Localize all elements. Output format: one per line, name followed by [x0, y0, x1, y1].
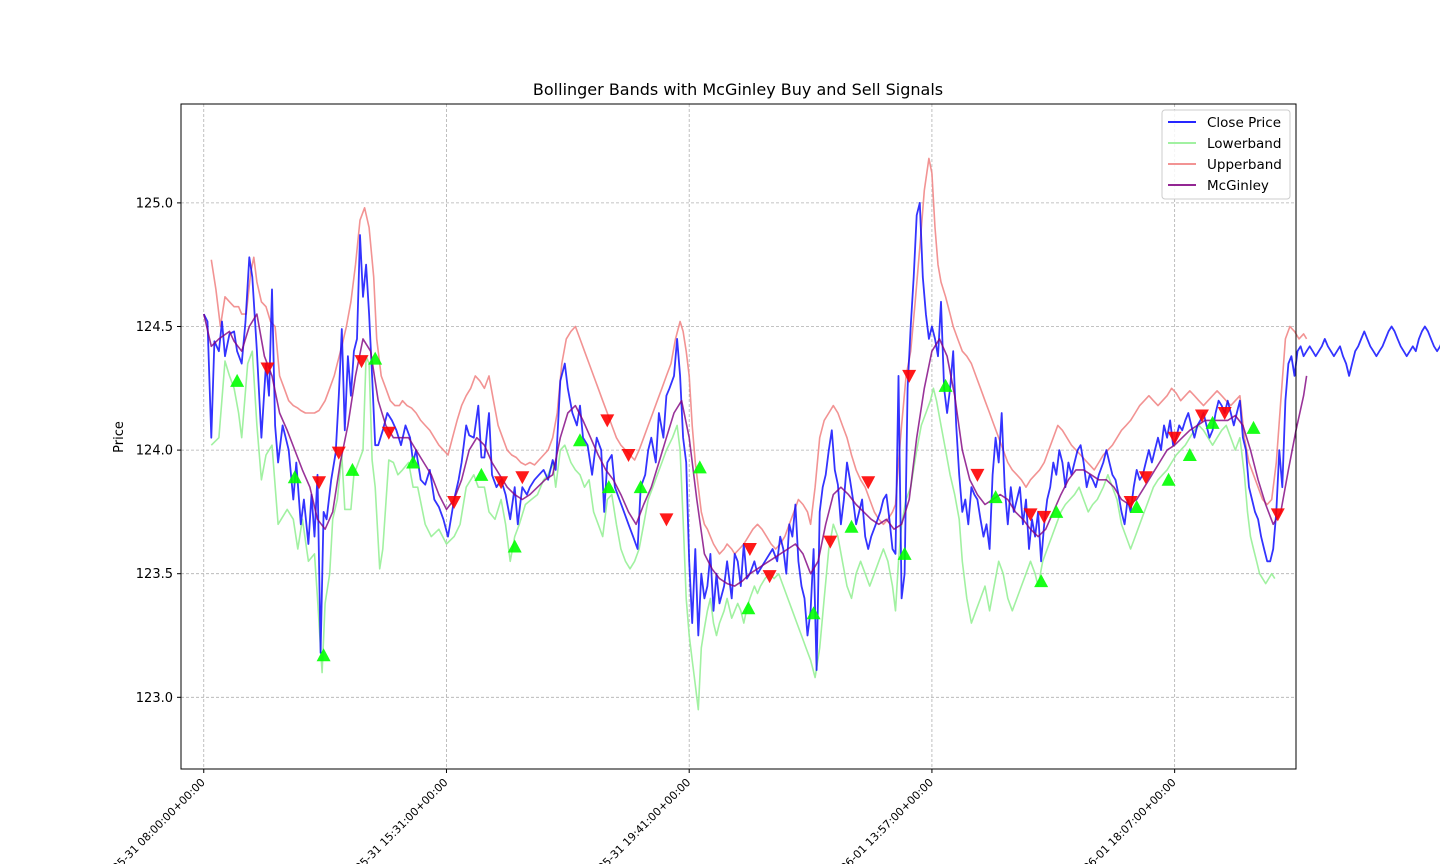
sell-signal-marker [621, 449, 636, 463]
buy-signal-marker [806, 606, 821, 620]
buy-signal-marker [844, 519, 859, 533]
sell-signal-marker [331, 446, 346, 460]
signals-layer [230, 351, 1285, 662]
sell-signal-marker [970, 468, 985, 482]
sell-signal-marker [1138, 471, 1153, 485]
buy-signal-marker [692, 460, 707, 474]
y-axis-label: Price [112, 421, 127, 453]
buy-signal-marker [230, 373, 245, 387]
buy-signal-marker [1049, 504, 1064, 518]
legend: Close Price Lowerband Upperband McGinley [1161, 109, 1291, 200]
sell-signal-marker [354, 355, 369, 369]
series-line-close-price [202, 202, 1440, 671]
buy-signal-marker [507, 539, 522, 553]
buy-signal-marker [988, 490, 1003, 504]
series-line-lowerband [210, 350, 1276, 711]
plot-frame [180, 103, 1297, 770]
sell-signal-marker [861, 476, 876, 490]
sell-signal-marker [515, 471, 530, 485]
buy-signal-marker [474, 467, 489, 481]
buy-signal-marker [1205, 415, 1220, 429]
y-tick-label: 123.5 [136, 567, 173, 582]
buy-signal-marker [1129, 499, 1144, 513]
series-line-upperband [210, 157, 1308, 555]
sell-signal-marker [1167, 431, 1182, 445]
sell-signal-marker [600, 414, 615, 428]
chart-title: Bollinger Bands with McGinley Buy and Se… [533, 80, 943, 99]
legend-label: Upperband [1207, 157, 1282, 173]
sell-signal-marker [823, 535, 838, 549]
legend-label: Close Price [1207, 115, 1281, 131]
buy-signal-marker [345, 462, 360, 476]
sell-signal-marker [1270, 508, 1285, 522]
sell-signal-marker [381, 426, 396, 440]
sell-signal-marker [1217, 407, 1232, 421]
buy-signal-marker [1182, 448, 1197, 462]
sell-signal-marker [659, 513, 674, 527]
buy-signal-marker [938, 378, 953, 392]
sell-signal-marker [447, 496, 462, 510]
y-tick-label: 124.5 [136, 320, 173, 335]
sell-signal-marker [1194, 409, 1209, 423]
buy-signal-marker [368, 351, 383, 365]
sell-signal-marker [1023, 508, 1038, 522]
buy-signal-marker [601, 480, 616, 494]
sell-signal-marker [1037, 510, 1052, 524]
legend-box [1161, 109, 1291, 200]
sell-signal-marker [312, 476, 327, 490]
y-tick-label: 123.0 [136, 691, 173, 706]
y-tick-label: 125.0 [136, 196, 173, 211]
sell-signal-marker [742, 542, 757, 556]
buy-signal-marker [287, 470, 302, 484]
buy-signal-marker [1246, 420, 1261, 434]
sell-signal-marker [1123, 496, 1138, 510]
buy-signal-marker [406, 455, 421, 469]
buy-signal-marker [897, 546, 912, 560]
sell-signal-marker [762, 570, 777, 584]
buy-signal-marker [1161, 472, 1176, 486]
sell-signal-marker [494, 476, 509, 490]
legend-label: Lowerband [1207, 136, 1281, 152]
buy-signal-marker [741, 601, 756, 615]
sell-signal-marker [260, 362, 275, 376]
legend-label: McGinley [1207, 178, 1269, 194]
buy-signal-marker [572, 433, 587, 447]
buy-signal-marker [1034, 574, 1049, 588]
buy-signal-marker [316, 648, 331, 662]
buy-signal-marker [633, 480, 648, 494]
y-axis: 123.0 123.5 124.0 124.5 125.0 [136, 196, 181, 706]
sell-signal-marker [902, 369, 917, 383]
y-tick-label: 124.0 [136, 444, 173, 459]
